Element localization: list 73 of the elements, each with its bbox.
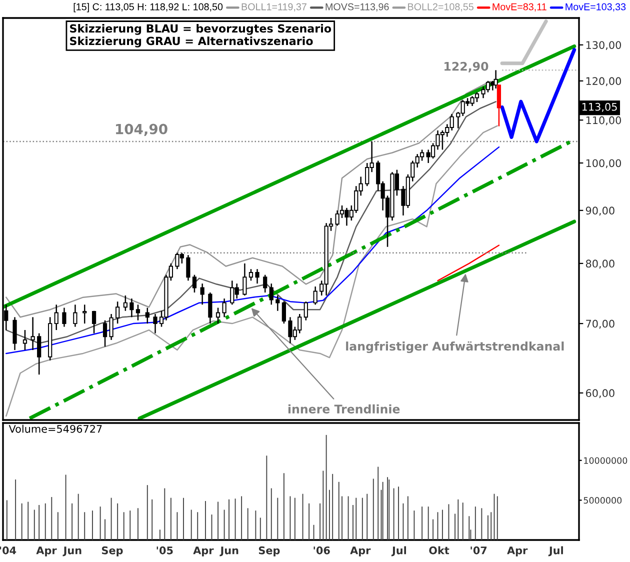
annotation: innere Trendlinie — [288, 404, 400, 414]
legend-label: MOVS=113,96 — [326, 3, 389, 12]
candlestick — [12, 316, 17, 351]
x-tick-label: Okt — [429, 546, 450, 554]
legend-label: MovE=83,11 — [492, 3, 546, 12]
annotation: langfristiger Aufwärtstrendkanal — [346, 341, 564, 354]
candlestick — [153, 313, 158, 334]
candlestick — [242, 262, 247, 296]
ref-line-label: 104,90 — [116, 124, 168, 136]
candlestick — [145, 307, 150, 324]
candlestick — [54, 304, 58, 331]
x-tick-label: '05 — [156, 546, 173, 554]
x-tick-label: Apr — [507, 546, 528, 556]
candlestick — [186, 254, 190, 282]
y-tick-label: 130,00 — [586, 41, 622, 50]
candlestick — [420, 149, 424, 162]
candlestick — [102, 320, 108, 348]
candlestick — [73, 304, 78, 328]
candlestick — [37, 332, 42, 376]
candlestick — [304, 300, 308, 321]
annotation: Volume=5496727 — [8, 424, 102, 433]
candlestick — [282, 300, 286, 324]
candlestick — [216, 307, 220, 324]
candlestick — [116, 300, 120, 324]
legend-label: MovE=103,33 — [566, 3, 626, 12]
candlestick — [200, 282, 204, 306]
x-tick-label: Jul — [391, 546, 406, 556]
candlestick — [269, 282, 274, 306]
x-tick-label: Sep — [102, 546, 123, 556]
y-tick-label: 70,00 — [586, 320, 614, 329]
y-tick-label: 60,00 — [586, 389, 614, 398]
y-tick-label: 110,00 — [586, 116, 622, 126]
x-tick-label: '06 — [314, 546, 330, 554]
y-tick-label: 80,00 — [586, 260, 614, 269]
candlestick — [136, 304, 140, 321]
candlestick — [30, 316, 35, 351]
candlestick — [82, 304, 87, 324]
candlestick — [208, 292, 212, 324]
y-tick-label: 100,00 — [586, 159, 622, 168]
legend-label: BOLL2=108,55 — [408, 3, 474, 12]
candlestick — [496, 84, 502, 127]
legend-label: BOLL1=119,37 — [242, 3, 306, 12]
y-tick-label: 5000000 — [584, 497, 622, 504]
candlestick — [62, 307, 66, 328]
x-tick-label: Apr — [193, 546, 214, 556]
x-tick-label: Jul — [548, 546, 563, 556]
candlestick — [109, 313, 114, 341]
x-tick-label: '07 — [470, 546, 487, 554]
text: 113,05 — [582, 102, 617, 112]
annotation: 122,90 — [444, 62, 488, 72]
candlestick — [313, 286, 318, 306]
chart-title: [15] C: 113,05 H: 118,92 L: 108,50 — [74, 3, 223, 12]
candlestick — [130, 298, 134, 318]
x-tick-label: Apr — [36, 546, 57, 556]
x-tick-label: '04 — [0, 546, 16, 554]
y-tick-label: 10000000 — [584, 457, 628, 464]
candlestick — [263, 274, 268, 294]
x-tick-label: Sep — [258, 546, 280, 556]
y-tick-label: 120,00 — [586, 77, 622, 86]
candlestick — [22, 329, 28, 351]
candlestick — [494, 70, 498, 90]
candlestick — [276, 294, 280, 312]
x-tick-label: Jun — [62, 546, 82, 556]
candlestick — [222, 298, 226, 318]
candlestick — [92, 310, 96, 334]
x-tick-label: Apr — [350, 546, 371, 556]
y-tick-label: 90,00 — [586, 206, 614, 216]
x-tick-label: Jun — [220, 546, 238, 556]
candlestick — [248, 268, 254, 282]
candlestick — [192, 274, 197, 294]
candlestick — [123, 294, 128, 312]
candlestick — [255, 268, 260, 284]
annotation: Skizzierung BLAU = bevorzugtes Szenario Skizzierung GRAU = Alternativszenario — [70, 24, 332, 48]
